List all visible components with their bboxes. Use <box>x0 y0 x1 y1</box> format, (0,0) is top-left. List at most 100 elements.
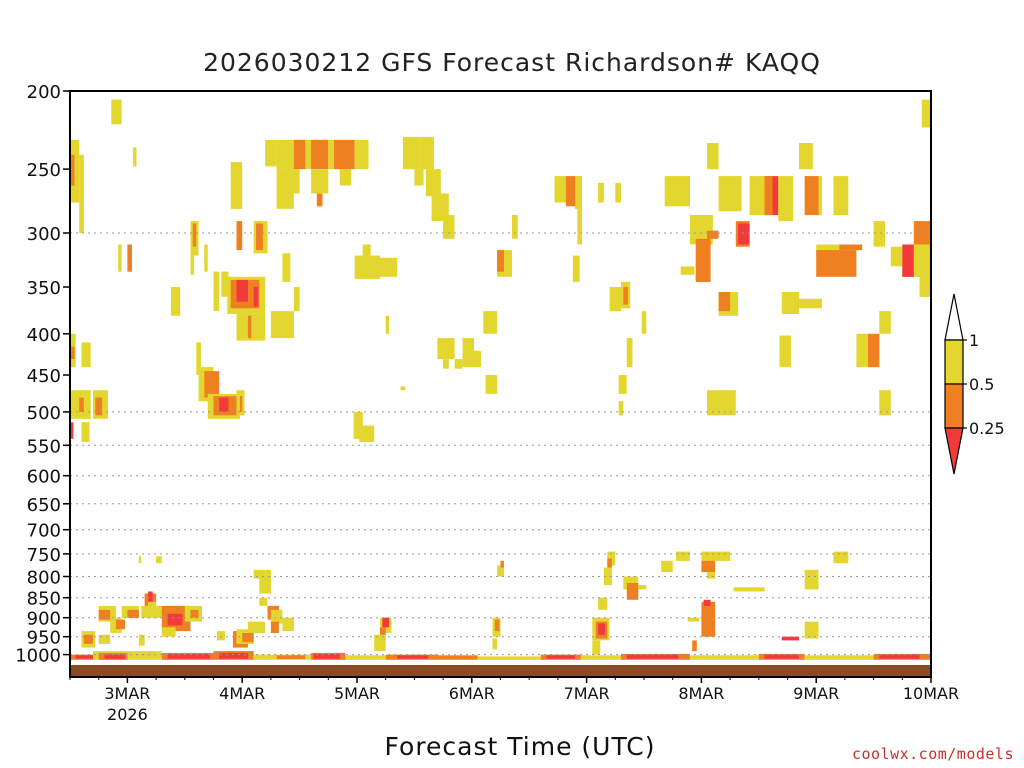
ri-cell <box>689 655 759 660</box>
ri-cell <box>353 411 363 439</box>
ri-cell <box>397 655 429 659</box>
ri-cell <box>420 136 434 170</box>
x-axis-title: Forecast Time (UTC) <box>384 732 656 761</box>
ri-cell <box>167 613 183 626</box>
ri-cell <box>354 139 369 170</box>
y-tick-label: 950 <box>27 628 61 649</box>
ri-cell <box>192 223 197 247</box>
ri-cell <box>171 287 181 316</box>
ri-cell <box>676 551 690 561</box>
ri-cell <box>833 551 849 564</box>
ri-cell <box>879 390 891 416</box>
ri-cell <box>70 422 74 439</box>
y-tick-label: 1000 <box>15 646 61 667</box>
ri-cell <box>890 246 903 267</box>
ri-cell <box>213 271 220 312</box>
y-tick-label: 200 <box>27 82 61 103</box>
ri-cell <box>701 601 716 637</box>
ground-band <box>70 665 931 677</box>
ri-cell <box>804 655 874 660</box>
ri-cell <box>592 640 601 655</box>
ri-cell <box>572 255 580 282</box>
ri-cell <box>494 619 500 632</box>
ri-cell <box>879 311 891 334</box>
ri-cell <box>462 338 475 368</box>
ri-cell <box>236 221 243 251</box>
x-tick-label: 3MAR <box>104 684 150 703</box>
ri-cells <box>70 99 931 660</box>
ri-cell <box>764 654 799 659</box>
ri-cell <box>380 627 386 641</box>
ri-cell <box>265 569 271 581</box>
ri-cell <box>259 576 271 594</box>
ri-cell <box>609 287 622 312</box>
x-tick-label: 8MAR <box>678 684 724 703</box>
ri-cell <box>804 176 819 216</box>
ri-cell <box>618 401 624 416</box>
ri-cell <box>236 279 248 302</box>
ri-cell <box>638 585 647 590</box>
ri-cell <box>443 215 455 239</box>
ri-cell <box>247 621 266 633</box>
ri-cell <box>98 634 111 644</box>
ri-cell <box>253 287 259 307</box>
ri-cell <box>382 617 390 628</box>
ri-cell <box>196 342 201 375</box>
credit-link[interactable]: coolwx.com/models <box>851 745 1014 763</box>
ri-cell <box>615 182 621 203</box>
ri-cell <box>577 208 582 245</box>
ri-cell <box>707 230 719 239</box>
y-tick-label: 600 <box>27 467 61 488</box>
ri-cell <box>598 182 604 203</box>
ri-cell <box>216 631 225 641</box>
ri-cell <box>81 422 90 442</box>
ri-cell <box>718 292 731 312</box>
ri-cell <box>443 359 449 369</box>
ri-cell <box>816 250 857 277</box>
ri-cell <box>141 605 162 618</box>
ri-cell <box>115 619 126 630</box>
ri-cell <box>554 176 566 203</box>
ri-cell <box>374 634 386 652</box>
ri-cell <box>133 147 137 167</box>
ri-cell <box>695 238 711 282</box>
ri-cell <box>127 244 132 272</box>
ri-cell <box>598 623 605 635</box>
ri-cell <box>104 654 126 659</box>
x-axis: 3MAR 2026 4MAR 5MAR 6MAR 7MAR 8MAR 9MAR 10MAR <box>69 677 959 724</box>
ri-cell <box>247 315 252 339</box>
ri-cell <box>623 287 628 305</box>
ri-cell <box>111 99 122 125</box>
ri-cell <box>95 397 103 416</box>
ri-cell <box>764 176 773 216</box>
ri-cell <box>370 257 398 277</box>
ri-cell <box>575 176 582 209</box>
ri-cell <box>127 609 139 618</box>
ri-cell <box>70 139 80 203</box>
ri-cell <box>781 292 799 314</box>
y-tick-label: 900 <box>27 609 61 630</box>
ri-cell <box>477 656 541 660</box>
chart-title: 2026030212 GFS Forecast Richardson# KAQQ <box>203 48 821 77</box>
ri-cell <box>270 609 283 624</box>
ri-cell <box>598 597 608 610</box>
ri-cell <box>402 136 421 170</box>
ri-cell <box>138 634 145 646</box>
ri-cell <box>799 298 822 309</box>
ri-cell <box>839 244 863 251</box>
ri-cell <box>204 244 208 272</box>
ri-cell <box>879 654 920 659</box>
ri-cell <box>703 599 711 606</box>
ri-cell <box>833 176 849 216</box>
x-tick-label: 6MAR <box>449 684 495 703</box>
x-tick-label: 9MAR <box>793 684 839 703</box>
ri-cell <box>385 315 390 334</box>
ri-cell <box>431 193 449 222</box>
y-tick-label: 550 <box>27 436 61 457</box>
x-tick-sublabel: 2026 <box>107 705 148 724</box>
ri-cell <box>565 176 578 207</box>
ri-cell <box>701 560 716 573</box>
ri-cell <box>293 287 300 312</box>
